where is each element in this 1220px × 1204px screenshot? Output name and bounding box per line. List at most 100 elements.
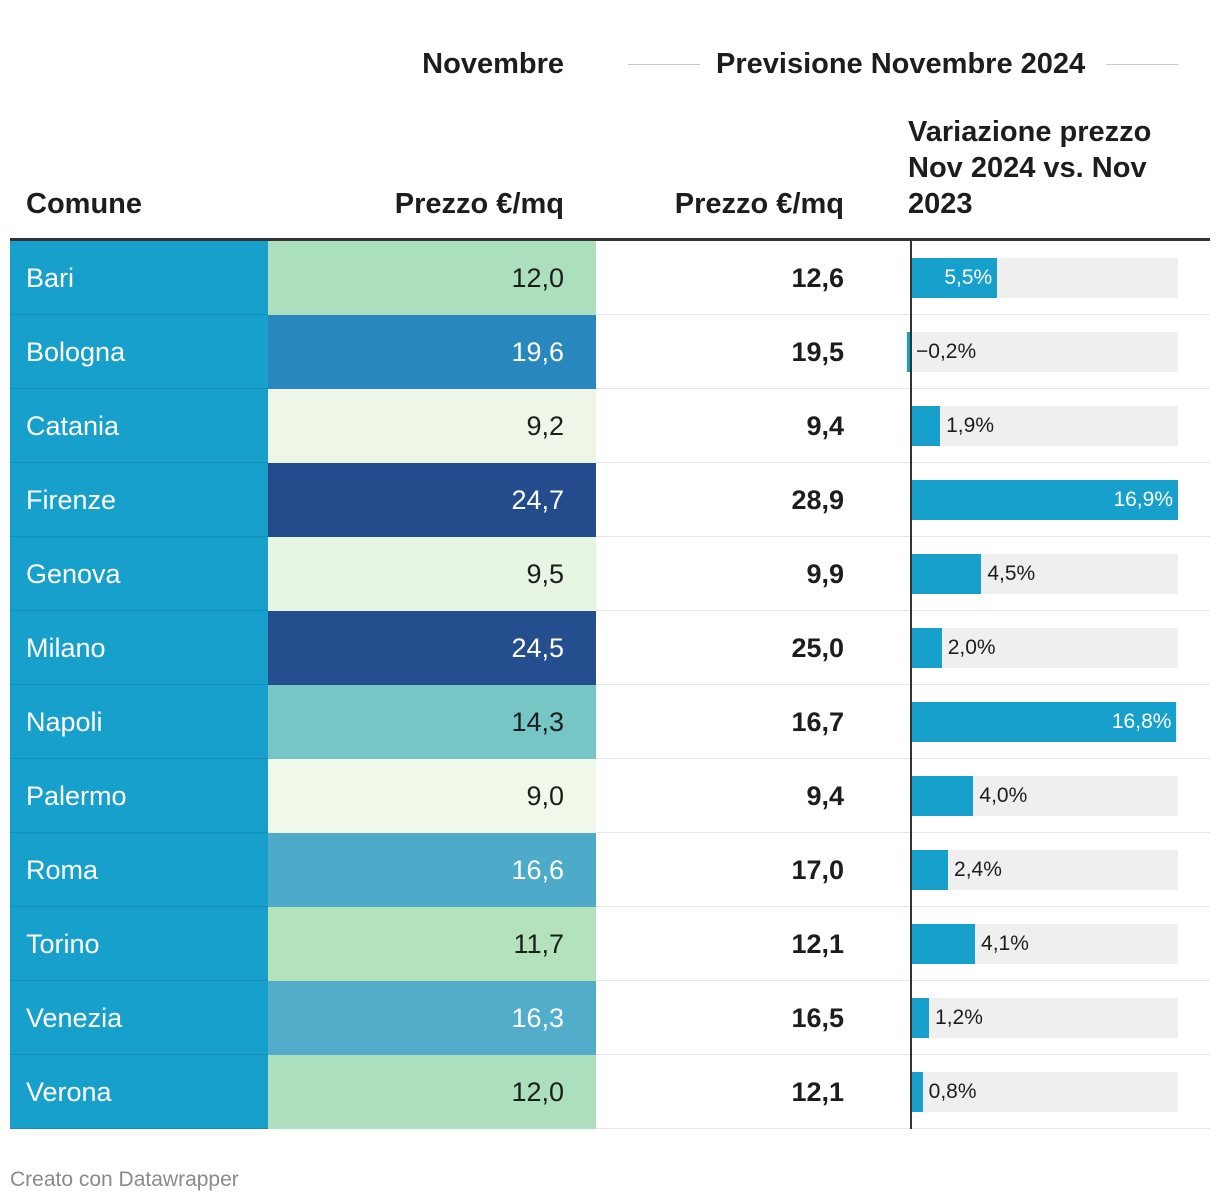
city-separator — [10, 610, 268, 611]
bar-value-label: 2,4% — [954, 858, 1002, 881]
cell-prezzo-previsione: 17,0 — [791, 855, 844, 885]
table-row: Venezia 16,3 16,5 1,2% — [10, 981, 1210, 1055]
cell-comune: Verona — [10, 1055, 268, 1129]
cell-prezzo-novembre: 24,5 — [268, 611, 596, 685]
cell-comune: Venezia — [10, 981, 268, 1055]
datawrapper-credit: Creato con Datawrapper — [10, 1168, 239, 1191]
row-divider — [596, 610, 1210, 611]
row-divider — [596, 314, 1210, 315]
bar-variazione — [910, 480, 1178, 520]
table-row: Bologna 19,6 19,5 −0,2% — [10, 315, 1210, 389]
bar-zero-axis — [910, 241, 912, 1129]
cell-comune: Torino — [10, 907, 268, 981]
city-separator — [10, 832, 268, 833]
bar-track — [910, 406, 1178, 446]
column-header-prezzo-previsione: Prezzo €/mq — [674, 188, 844, 220]
city-separator — [10, 906, 268, 907]
cell-comune: Genova — [10, 537, 268, 611]
header-rule — [10, 238, 1210, 241]
city-separator — [10, 684, 268, 685]
bar-variazione — [910, 776, 974, 816]
city-separator — [10, 1128, 268, 1129]
cell-prezzo-novembre: 12,0 — [268, 241, 596, 315]
cell-comune: Palermo — [10, 759, 268, 833]
group-header-previsione: Previsione Novembre 2024 — [716, 48, 1086, 80]
table-row: Roma 16,6 17,0 2,4% — [10, 833, 1210, 907]
cell-comune: Bari — [10, 241, 268, 315]
bar-value-label: 4,5% — [987, 562, 1036, 585]
cell-prezzo-previsione: 25,0 — [791, 633, 844, 663]
bar-variazione — [910, 850, 949, 890]
cell-prezzo-previsione: 9,4 — [806, 411, 844, 441]
cell-prezzo-previsione: 28,9 — [791, 485, 844, 515]
row-divider — [596, 536, 1210, 537]
cell-prezzo-novembre: 9,2 — [268, 389, 596, 463]
bar-value-label: 16,9% — [1113, 488, 1173, 511]
city-separator — [10, 980, 268, 981]
cell-comune: Catania — [10, 389, 268, 463]
row-divider — [596, 462, 1210, 463]
bar-track — [910, 628, 1178, 668]
city-separator — [10, 462, 268, 463]
cell-prezzo-novembre: 11,7 — [268, 907, 596, 981]
group-rule-right — [1106, 64, 1178, 65]
bar-value-label: 16,8% — [1111, 710, 1172, 733]
city-separator — [10, 758, 268, 759]
column-header-prezzo-novembre: Prezzo €/mq — [394, 188, 564, 220]
cell-comune: Firenze — [10, 463, 268, 537]
cell-comune: Milano — [10, 611, 268, 685]
table-row: Catania 9,2 9,4 1,9% — [10, 389, 1210, 463]
bar-track — [910, 998, 1178, 1038]
row-divider — [596, 832, 1210, 833]
row-divider — [596, 758, 1210, 759]
cell-prezzo-novembre: 16,6 — [268, 833, 596, 907]
bar-variazione — [910, 406, 941, 446]
cell-prezzo-previsione: 12,1 — [791, 929, 844, 959]
group-header-novembre: Novembre — [422, 48, 564, 80]
cell-prezzo-novembre: 12,0 — [268, 1055, 596, 1129]
city-separator — [10, 314, 268, 315]
table-row: Verona 12,0 12,1 0,8% — [10, 1055, 1210, 1129]
cell-comune: Roma — [10, 833, 268, 907]
cell-prezzo-previsione: 9,4 — [806, 781, 844, 811]
cell-prezzo-previsione: 12,1 — [791, 1077, 844, 1107]
table-row: Palermo 9,0 9,4 4,0% — [10, 759, 1210, 833]
bar-variazione — [910, 1072, 923, 1112]
cell-prezzo-novembre: 9,0 — [268, 759, 596, 833]
bar-value-label: 4,0% — [979, 784, 1028, 807]
bar-variazione — [910, 702, 1177, 742]
bar-variazione — [910, 628, 942, 668]
bar-track — [910, 332, 1178, 372]
table-row: Milano 24,5 25,0 2,0% — [10, 611, 1210, 685]
column-header-variazione: Variazione prezzo Nov 2024 vs. Nov 2023 — [908, 116, 1152, 220]
row-divider — [596, 388, 1210, 389]
table-body: Bari 12,0 12,6 5,5% Bologna 19,6 19,5 −0,2% Cata… — [10, 241, 1210, 1129]
table-row: Firenze 24,7 28,9 16,9% — [10, 463, 1210, 537]
row-divider — [596, 980, 1210, 981]
city-separator — [10, 388, 268, 389]
cell-comune: Bologna — [10, 315, 268, 389]
cell-prezzo-novembre: 9,5 — [268, 537, 596, 611]
bar-value-label: 5,5% — [944, 266, 993, 289]
bar-value-label: −0,2% — [916, 340, 977, 363]
bar-value-label: 1,9% — [946, 414, 994, 437]
table-row: Torino 11,7 12,1 4,1% — [10, 907, 1210, 981]
cell-prezzo-previsione: 19,5 — [791, 337, 844, 367]
row-divider — [596, 684, 1210, 685]
column-header-comune: Comune — [26, 188, 142, 220]
city-separator — [10, 1054, 268, 1055]
row-divider — [596, 1128, 1210, 1129]
cell-prezzo-previsione: 12,6 — [791, 263, 844, 293]
cell-prezzo-novembre: 19,6 — [268, 315, 596, 389]
cell-prezzo-novembre: 16,3 — [268, 981, 596, 1055]
cell-prezzo-novembre: 24,7 — [268, 463, 596, 537]
bar-variazione — [910, 258, 998, 298]
bar-track — [910, 850, 1178, 890]
bar-value-label: 1,2% — [935, 1006, 983, 1029]
table-row: Bari 12,0 12,6 5,5% — [10, 241, 1210, 315]
bar-variazione — [910, 998, 930, 1038]
bar-variazione — [910, 554, 982, 594]
bar-variazione — [906, 332, 910, 372]
bar-value-label: 4,1% — [981, 932, 1029, 955]
bar-value-label: 2,0% — [947, 636, 996, 659]
